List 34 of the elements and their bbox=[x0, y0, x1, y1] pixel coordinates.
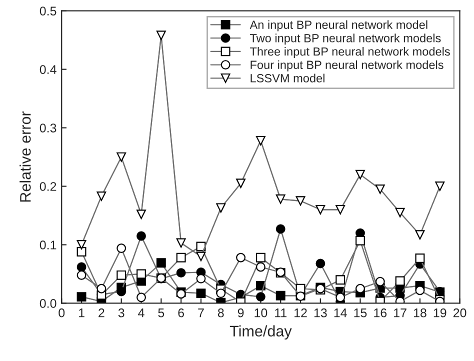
x-tick-label: 2 bbox=[98, 308, 104, 318]
legend-label: An input BP neural network model bbox=[250, 20, 428, 32]
legend-label: Two input BP neural network models bbox=[250, 34, 441, 45]
x-tick-label: 1 bbox=[79, 308, 84, 318]
x-tick-label: 15 bbox=[354, 308, 367, 318]
x-tick-label: 8 bbox=[218, 308, 224, 318]
y-tick-label: 0.0 bbox=[40, 299, 56, 308]
legend-label: LSSVM model bbox=[250, 74, 324, 82]
y-tick-label: 0.5 bbox=[40, 6, 56, 16]
x-tick-label: 14 bbox=[334, 308, 347, 318]
y-tick-label: 0.4 bbox=[40, 65, 56, 74]
x-tick-label: 7 bbox=[198, 308, 204, 318]
legend-label: Three input BP neural network models bbox=[250, 47, 450, 58]
x-tick-label: 18 bbox=[414, 308, 426, 318]
x-tick-label: 12 bbox=[294, 308, 307, 318]
y-tick-label: 0.3 bbox=[40, 124, 56, 132]
x-tick-label: 9 bbox=[238, 308, 244, 318]
x-tick-label: 11 bbox=[275, 308, 286, 318]
x-tick-label: 0 bbox=[58, 308, 65, 318]
x-tick-label: 10 bbox=[254, 308, 268, 318]
y-tick-label: 0.1 bbox=[40, 240, 56, 250]
x-tick-label: 3 bbox=[118, 308, 124, 318]
y-tick-label: 0.2 bbox=[40, 182, 56, 191]
x-tick-label: 5 bbox=[158, 308, 164, 318]
legend-label: Four input BP neural network models bbox=[250, 60, 444, 72]
x-tick-label: 6 bbox=[178, 308, 184, 318]
x-tick-label: 16 bbox=[374, 308, 387, 318]
x-tick-label: 17 bbox=[394, 308, 406, 318]
x-tick-label: 13 bbox=[314, 308, 327, 318]
x-tick-label: 19 bbox=[434, 308, 446, 318]
x-tick-label: 4 bbox=[138, 308, 144, 318]
x-axis-title: Time/day bbox=[230, 325, 292, 340]
x-tick-label: 20 bbox=[453, 308, 466, 318]
y-axis-title: Relative error bbox=[20, 111, 31, 202]
